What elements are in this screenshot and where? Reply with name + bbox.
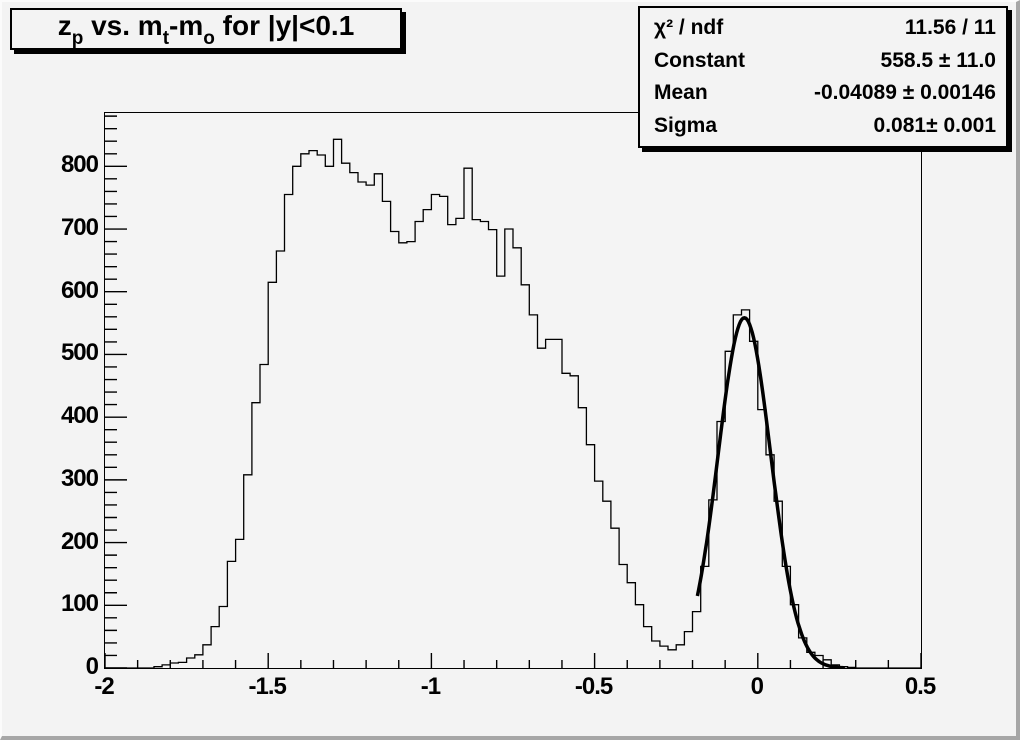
- stats-label-sigma: Sigma: [654, 113, 718, 137]
- x-tick-label--1: -1: [420, 673, 441, 700]
- plot-frame: [104, 112, 922, 669]
- y-tick-label-700: 700: [60, 214, 99, 242]
- y-tick-label-200: 200: [60, 527, 99, 555]
- stats-box: χ² / ndf 11.56 / 11 Constant 558.5 ± 11.…: [638, 6, 1008, 148]
- histogram-plot: [105, 115, 921, 668]
- y-tick-label-300: 300: [60, 464, 99, 492]
- stats-row-constant: Constant 558.5 ± 11.0: [640, 46, 1006, 76]
- stats-row-mean: Mean -0.04089 ± 0.00146: [640, 78, 1006, 108]
- x-tick-label--2: -2: [94, 673, 114, 700]
- page-title: zp vs. mt-mo for |y|<0.1: [57, 10, 355, 49]
- y-tick-label-0: 0: [85, 653, 99, 680]
- stats-label-mean: Mean: [654, 81, 708, 105]
- stats-value-constant: 558.5 ± 11.0: [880, 48, 996, 72]
- stats-value-mean: -0.04089 ± 0.00146: [813, 81, 996, 105]
- y-tick-label-500: 500: [60, 339, 99, 367]
- title-box: zp vs. mt-mo for |y|<0.1: [10, 8, 402, 50]
- stats-value-sigma: 0.081± 0.001: [873, 113, 996, 137]
- x-tick-label-0.5: 0.5: [904, 673, 936, 700]
- x-tick-label-0: 0: [750, 673, 764, 700]
- stats-label-chi2: χ² / ndf: [654, 16, 724, 40]
- axis-ticks: [105, 115, 921, 668]
- stats-row-sigma: Sigma 0.081± 0.001: [640, 111, 1006, 141]
- stats-label-constant: Constant: [654, 48, 745, 72]
- y-tick-label-100: 100: [60, 590, 99, 618]
- y-tick-label-400: 400: [60, 402, 99, 430]
- x-tick-label--0.5: -0.5: [574, 673, 613, 700]
- y-tick-label-800: 800: [60, 151, 99, 179]
- gaussian-fit-curve: [695, 315, 845, 668]
- stats-value-chi2: 11.56 / 11: [904, 16, 996, 40]
- stats-row-chi2: χ² / ndf 11.56 / 11: [640, 13, 1006, 43]
- histogram-series: [105, 138, 921, 668]
- x-tick-label--1.5: -1.5: [248, 673, 287, 700]
- y-tick-label-600: 600: [60, 276, 99, 304]
